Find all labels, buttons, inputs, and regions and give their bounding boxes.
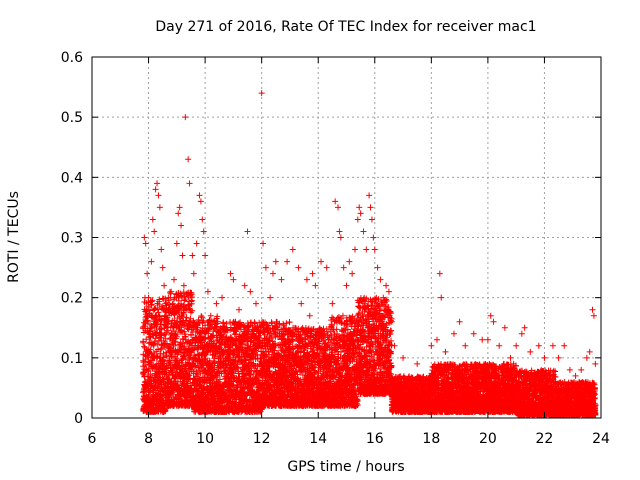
data-point-marker (166, 289, 173, 296)
data-point-marker (169, 354, 176, 361)
data-point-marker (140, 369, 147, 376)
data-point-marker (189, 294, 196, 301)
data-point-marker (173, 333, 180, 340)
data-point-marker (143, 313, 150, 320)
data-point-marker (183, 314, 190, 321)
data-points (139, 90, 599, 418)
data-point-marker (188, 332, 195, 339)
data-point-marker (178, 359, 185, 366)
data-point-marker (160, 350, 167, 357)
data-point-marker (169, 368, 176, 375)
data-point-marker (148, 298, 155, 305)
data-point-marker (148, 324, 155, 331)
data-point-marker (147, 325, 154, 332)
data-point-marker (153, 324, 160, 331)
data-point-marker (159, 303, 166, 310)
data-point-marker (187, 354, 194, 361)
data-point-marker (163, 352, 170, 359)
data-point-marker (143, 336, 150, 343)
data-point-marker (156, 296, 163, 303)
data-point-marker (170, 342, 177, 349)
data-point-marker (164, 327, 171, 334)
data-point-marker (162, 408, 169, 415)
data-point-marker (152, 335, 159, 342)
data-point-marker (182, 296, 189, 303)
data-point-marker (169, 300, 176, 307)
data-point-marker (182, 331, 189, 338)
data-point-marker (158, 325, 165, 332)
data-point-marker (181, 297, 188, 304)
data-point-marker (174, 378, 181, 385)
data-point-marker (191, 346, 198, 353)
data-point-marker (286, 319, 293, 326)
data-point-marker (172, 308, 179, 315)
data-point-marker (188, 300, 195, 307)
data-point-marker (161, 332, 168, 339)
data-point-marker (182, 355, 189, 362)
data-point-marker (140, 339, 147, 346)
data-point-marker (153, 318, 160, 325)
data-point-marker (144, 317, 151, 324)
data-point-marker (154, 306, 161, 313)
data-point-marker (180, 310, 187, 317)
data-point-marker (189, 337, 196, 344)
data-point-marker (164, 320, 171, 327)
data-point-marker (142, 362, 149, 369)
data-point-marker (162, 295, 169, 302)
data-point-marker (158, 345, 165, 352)
data-point-marker (186, 318, 193, 325)
data-point-marker (192, 362, 199, 369)
chart-title: Day 271 of 2016, Rate Of TEC Index for r… (155, 19, 536, 35)
data-point-marker (149, 297, 156, 304)
data-point-marker (155, 309, 162, 316)
data-point-marker (141, 343, 148, 350)
data-point-marker (154, 341, 161, 348)
data-point-marker (162, 308, 169, 315)
data-point-marker (189, 307, 196, 314)
data-point-marker (146, 328, 153, 335)
data-point-marker (145, 329, 152, 336)
data-point-marker (147, 346, 154, 353)
